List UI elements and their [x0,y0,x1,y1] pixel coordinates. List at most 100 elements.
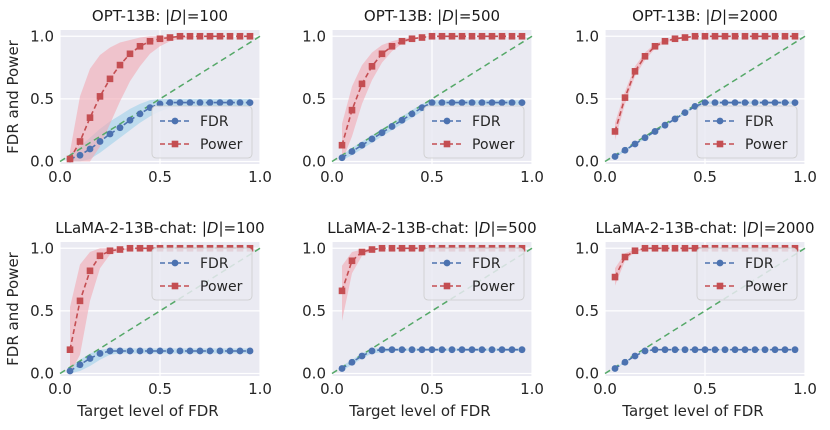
power-point [86,267,94,275]
power-point [681,244,689,252]
legend-fdr-marker [171,117,179,125]
y-tick-label: 1.0 [302,27,326,45]
fdr-point [76,151,84,159]
fdr-point [681,109,689,117]
fdr-point [508,346,516,354]
power-point [206,32,214,40]
power-point [116,246,124,253]
power-point [226,32,234,40]
fdr-point [448,346,456,354]
x-tick-label: 1.0 [248,380,272,398]
power-point [136,42,144,50]
legend-fdr-marker [716,259,724,267]
power-point [196,32,204,40]
fdr-point [611,153,619,160]
fdr-point [691,346,699,354]
fdr-point [671,346,679,354]
power-point [448,32,456,40]
power-point [96,252,104,260]
fdr-point [721,99,729,107]
power-point [388,42,396,50]
fdr-point [468,99,476,107]
power-point [156,35,164,43]
fdr-point [126,347,134,355]
legend-fdr-label: FDR [745,114,774,130]
power-point [701,32,709,40]
x-tick-label: 0.0 [320,168,344,186]
fdr-point [771,99,779,107]
power-point [721,32,729,40]
legend-power-marker [716,140,724,148]
panel-title-italic: D [442,7,454,25]
power-point [116,61,124,69]
fdr-point [428,346,436,354]
fdr-point [236,347,244,355]
panel-title: LLaMA-2-13B-chat: |D|=500 [327,219,536,237]
power-point [498,32,506,40]
x-tick-label: 1.0 [248,168,272,186]
power-point [791,32,799,40]
power-confidence-band [342,248,522,321]
fdr-point [731,99,739,107]
power-point [408,244,416,252]
chart-panel-6: FDR Power 0.0 0.5 1.0 0.0 0.5 1.0 LLaMA-2-13B-ch… [575,219,817,420]
power-point [176,32,184,40]
panel-title-suffix: |=100 [218,219,264,237]
power-point [348,106,356,114]
fdr-point [398,116,406,124]
legend-power-label: Power [200,137,243,153]
fdr-point [206,347,214,355]
x-tick-label: 0.0 [320,380,344,398]
fdr-point [86,145,94,153]
y-tick-label: 0.0 [30,364,54,382]
legend-power-label: Power [472,137,515,153]
power-point [671,35,679,43]
power-point [166,34,174,41]
fdr-point [76,361,84,369]
power-point [146,244,154,252]
y-tick-label: 0.5 [575,302,599,320]
fdr-point [388,346,396,354]
legend-fdr-label: FDR [472,256,501,272]
fdr-point [176,347,184,355]
y-tick-label: 0.5 [302,90,326,108]
fdr-point [488,99,496,107]
legend-fdr-marker [716,117,724,125]
power-point [66,155,74,163]
x-tick-label: 0.0 [593,168,617,186]
panel-title: LLaMA-2-13B-chat: |D|=100 [55,219,264,237]
fdr-point [216,347,224,355]
power-point [418,34,426,41]
power-point [711,32,719,40]
power-point [66,346,74,354]
fdr-point [96,350,104,357]
fdr-point [468,346,476,354]
y-tick-label: 1.0 [575,239,599,257]
fdr-point [771,346,779,354]
panel-title-italic: D [479,219,491,237]
fdr-point [176,99,184,107]
x-tick-label: 0.0 [593,380,617,398]
power-point [338,287,346,295]
fdr-point [518,99,526,107]
fdr-point [66,367,74,375]
fdr-point [338,154,346,162]
x-axis-label: Target level of FDR [621,402,763,420]
fdr-point [226,99,234,107]
power-point [368,246,376,253]
fdr-point [368,135,376,143]
fdr-point [348,148,356,155]
fdr-point [86,355,94,362]
fdr-point [186,99,194,107]
fdr-point [236,99,244,107]
fdr-point [96,138,104,145]
fdr-point [438,99,446,107]
fdr-point [751,346,759,354]
y-tick-label: 0.0 [302,364,326,382]
fdr-point [791,99,799,107]
fdr-point [196,347,204,355]
panel-title-prefix: LLaMA-2-13B-chat: | [327,219,479,237]
panel-title-prefix: OPT-13B: | [364,7,442,25]
x-axis-label: Target level of FDR [76,402,218,420]
